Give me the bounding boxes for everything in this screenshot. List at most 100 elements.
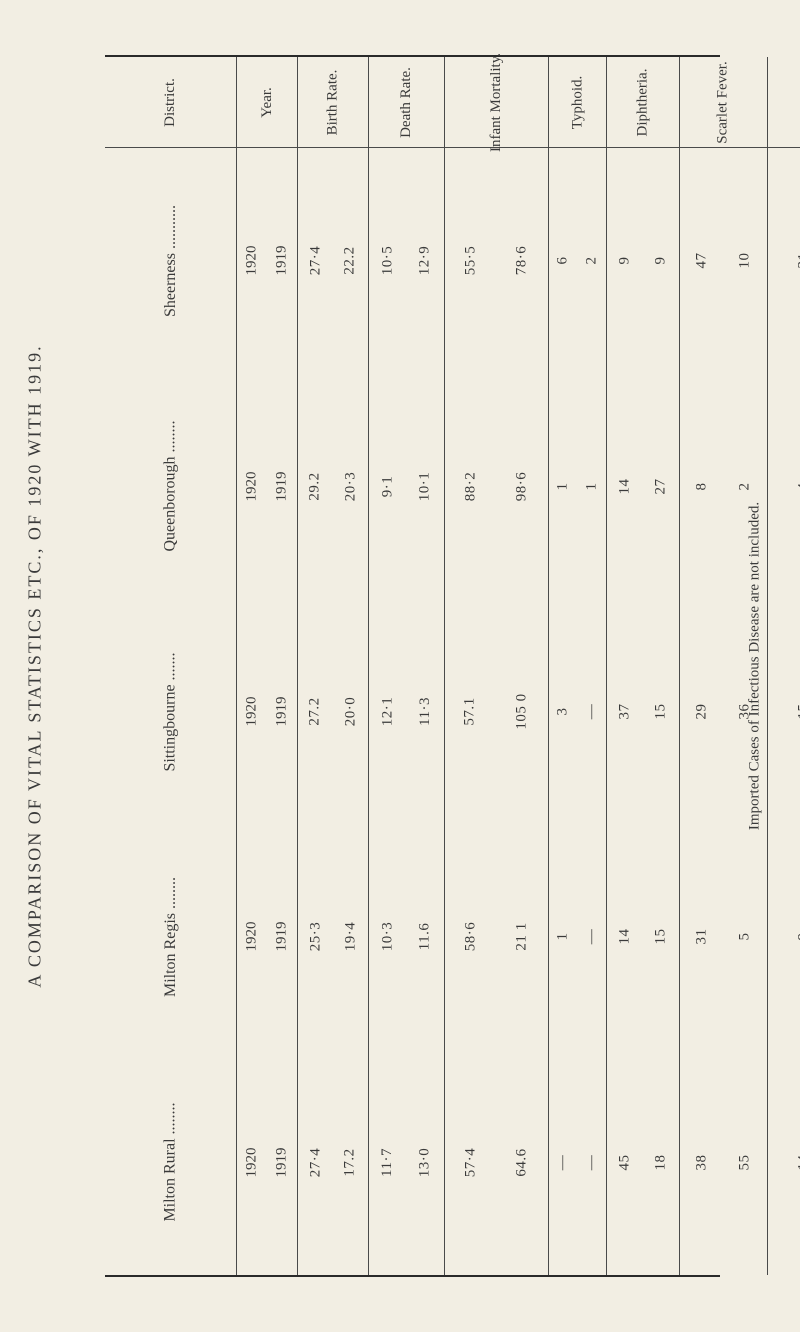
- tuberculosis-body: 312741215199231426: [768, 148, 800, 1275]
- data-pair: 1519: [768, 599, 800, 824]
- data-cell: —: [549, 1050, 578, 1275]
- data-pair: 88·298·6: [445, 373, 548, 598]
- district-label: Queenborough ........: [105, 373, 236, 598]
- column-year: Year. 1920191919201919192019191920191919…: [237, 57, 298, 1275]
- data-cell: 88·2: [445, 373, 497, 598]
- data-cell: 14: [607, 373, 643, 598]
- data-cell: 12·9: [406, 148, 443, 373]
- data-cell: 14: [607, 824, 643, 1049]
- data-cell: 27.2: [298, 599, 333, 824]
- death-rate-body: 10·512·99·110·112·111·310·311.611·713·0: [369, 148, 444, 1275]
- data-pair: 1—: [549, 824, 607, 1049]
- page-title: A COMPARISON OF VITAL STATISTICS ETC., O…: [25, 316, 46, 1016]
- column-birth-rate: Birth Rate. 27·422.229.220·327.220·025·3…: [298, 57, 369, 1275]
- header-infant-mortality: Infant Mortality.: [445, 57, 548, 148]
- data-pair: 4518: [607, 1050, 679, 1275]
- data-cell: 3: [549, 599, 578, 824]
- data-cell: 31: [768, 148, 800, 373]
- data-cell: 9·1: [369, 373, 406, 598]
- column-scarlet-fever: Scarlet Fever. 47108229363153855: [680, 57, 767, 1275]
- column-tuberculosis: Tuberculosis, all forms. 312741215199231…: [768, 57, 800, 1275]
- data-cell: 11·3: [406, 599, 443, 824]
- data-cell: 45: [607, 1050, 643, 1275]
- header-diphtheria: Diphtheria.: [607, 57, 679, 148]
- data-pair: 4710: [680, 148, 766, 373]
- data-cell: 36: [723, 599, 766, 824]
- data-pair: 11: [549, 373, 607, 598]
- data-pair: 58·621 1: [445, 824, 548, 1049]
- page: A COMPARISON OF VITAL STATISTICS ETC., O…: [0, 0, 800, 1332]
- column-death-rate: Death Rate. 10·512·99·110·112·111·310·31…: [369, 57, 445, 1275]
- data-cell: 58·6: [445, 824, 497, 1049]
- data-cell: 15: [643, 824, 679, 1049]
- infant-mortality-body: 55·578·688·298·657.1105 058·621 157·464.…: [445, 148, 548, 1275]
- data-pair: 3—: [549, 599, 607, 824]
- data-pair: 3715: [607, 599, 679, 824]
- data-pair: 3855: [680, 1050, 766, 1275]
- year-cell: 1920: [237, 148, 267, 373]
- district-label: Sheerness ...........: [105, 148, 236, 373]
- data-cell: 29: [680, 599, 723, 824]
- data-pair: 57.1105 0: [445, 599, 548, 824]
- data-cell: 105 0: [496, 599, 548, 824]
- data-cell: 98·6: [496, 373, 548, 598]
- data-pair: 99: [607, 148, 679, 373]
- header-scarlet-fever: Scarlet Fever.: [680, 57, 766, 148]
- data-pair: 412: [768, 373, 800, 598]
- year-pair: 19201919: [237, 599, 297, 824]
- year-cell: 1919: [267, 599, 297, 824]
- data-cell: 12·1: [369, 599, 406, 824]
- header-year: Year.: [237, 57, 297, 148]
- data-cell: 10: [723, 148, 766, 373]
- data-pair: 923: [768, 824, 800, 1049]
- data-cell: 15: [768, 599, 800, 824]
- header-birth-rate: Birth Rate.: [298, 57, 368, 148]
- scarlet-fever-body: 47108229363153855: [680, 148, 766, 1275]
- data-cell: 13·0: [406, 1050, 443, 1275]
- year-cell: 1920: [237, 824, 267, 1049]
- data-cell: —: [578, 599, 607, 824]
- year-cell: 1920: [237, 373, 267, 598]
- data-pair: 25·319·4: [298, 824, 368, 1049]
- header-death-rate: Death Rate.: [369, 57, 444, 148]
- data-cell: 22.2: [333, 148, 368, 373]
- year-cell: 1919: [267, 824, 297, 1049]
- data-cell: —: [578, 824, 607, 1049]
- data-cell: 64.6: [496, 1050, 548, 1275]
- data-cell: 18: [643, 1050, 679, 1275]
- data-cell: 9: [643, 148, 679, 373]
- data-cell: 10·3: [369, 824, 406, 1049]
- comparison-table: District. Sheerness ...........Queenboro…: [105, 55, 720, 1277]
- data-cell: 1: [549, 824, 578, 1049]
- data-pair: ——: [549, 1050, 607, 1275]
- data-cell: 9: [768, 824, 800, 1049]
- year-pair: 19201919: [237, 1050, 297, 1275]
- data-cell: 38: [680, 1050, 723, 1275]
- column-district: District. Sheerness ...........Queenboro…: [105, 57, 237, 1275]
- data-pair: 3127: [768, 148, 800, 373]
- typhoid-body: 62113—1———: [549, 148, 607, 1275]
- data-pair: 55·578·6: [445, 148, 548, 373]
- data-cell: 2: [723, 373, 766, 598]
- data-cell: 21 1: [496, 824, 548, 1049]
- data-cell: 57·4: [445, 1050, 497, 1275]
- data-pair: 27·422.2: [298, 148, 368, 373]
- year-cell: 1920: [237, 1050, 267, 1275]
- data-cell: 10·5: [369, 148, 406, 373]
- year-cell: 1919: [267, 1050, 297, 1275]
- district-label: Sittingbourne .......: [105, 599, 236, 824]
- data-cell: 19·4: [333, 824, 368, 1049]
- data-pair: 12·111·3: [369, 599, 444, 824]
- birth-rate-body: 27·422.229.220·327.220·025·319·427·417.2: [298, 148, 368, 1275]
- data-pair: 10·311.6: [369, 824, 444, 1049]
- data-pair: 27·417.2: [298, 1050, 368, 1275]
- year-cell: 1919: [267, 148, 297, 373]
- year-cell: 1919: [267, 373, 297, 598]
- data-cell: 17.2: [333, 1050, 368, 1275]
- data-cell: 20·0: [333, 599, 368, 824]
- data-cell: 27·4: [298, 1050, 333, 1275]
- year-body: 1920191919201919192019191920191919201919: [237, 148, 297, 1275]
- data-cell: 55·5: [445, 148, 497, 373]
- data-cell: 1: [578, 373, 607, 598]
- data-cell: 10·1: [406, 373, 443, 598]
